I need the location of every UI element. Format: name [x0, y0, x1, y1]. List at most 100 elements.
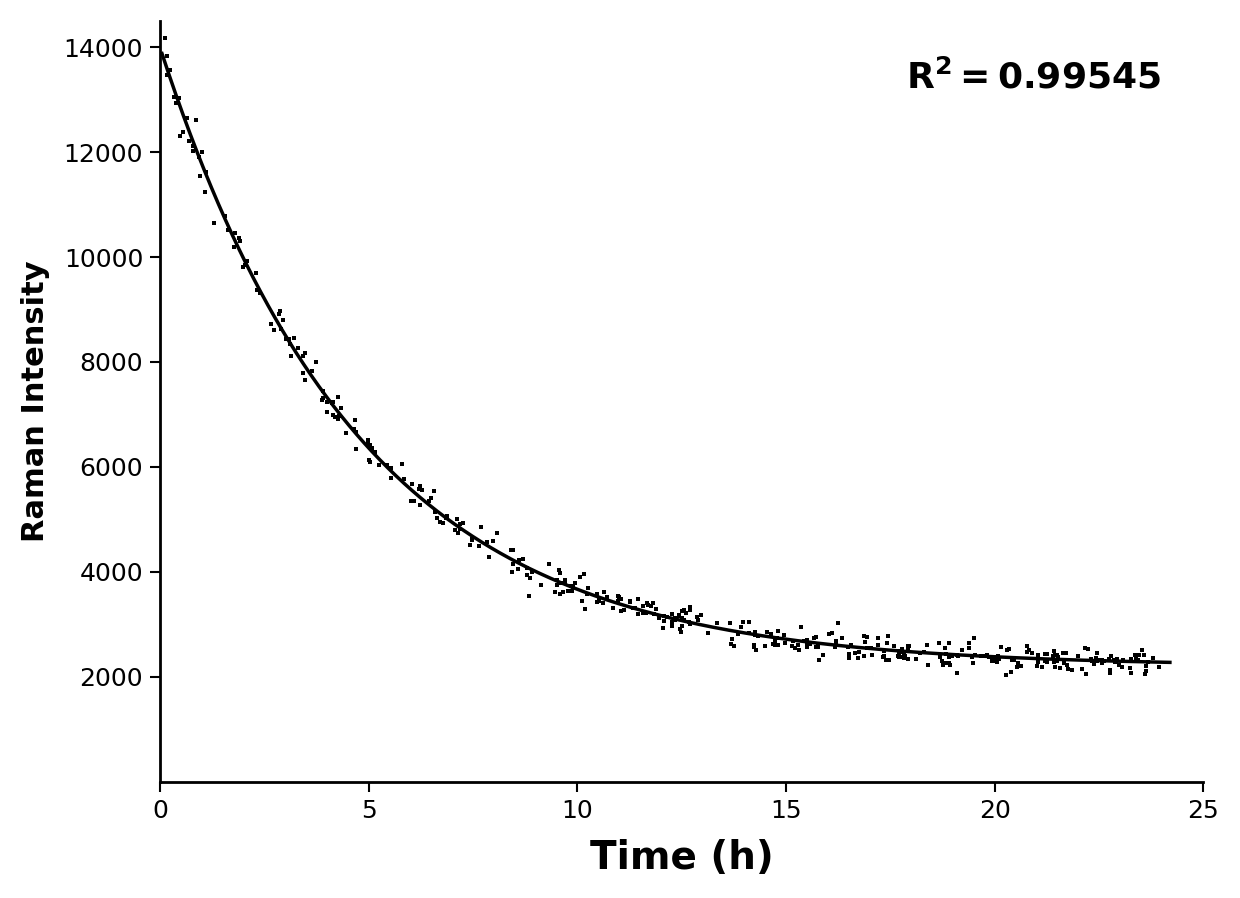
Point [1008, 656, 1028, 670]
Point [680, 600, 699, 614]
Point [898, 638, 918, 653]
Point [673, 603, 693, 617]
Point [280, 337, 300, 351]
Point [670, 609, 689, 623]
Point [608, 589, 627, 603]
Point [782, 634, 802, 648]
Point [324, 394, 343, 409]
Point [575, 602, 595, 616]
Point [435, 511, 455, 525]
Point [671, 624, 691, 638]
Point [577, 587, 596, 602]
Point [560, 579, 580, 594]
Point [952, 643, 972, 657]
Point [578, 581, 598, 595]
Point [905, 652, 925, 666]
Point [892, 642, 911, 656]
Point [427, 511, 446, 525]
Point [295, 346, 315, 360]
Point [438, 508, 458, 523]
Point [184, 144, 203, 158]
Point [1105, 656, 1125, 670]
Point [707, 616, 727, 630]
Point [1048, 650, 1068, 665]
Point [797, 639, 817, 654]
Point [1091, 653, 1111, 667]
Point [166, 96, 186, 110]
X-axis label: Time (h): Time (h) [590, 839, 774, 877]
Point [381, 461, 401, 475]
Point [942, 649, 962, 664]
Point [982, 654, 1002, 668]
Point [556, 573, 575, 587]
Point [797, 633, 817, 647]
Point [316, 394, 336, 409]
Point [558, 584, 578, 598]
Point [846, 646, 866, 660]
Point [946, 666, 966, 681]
Point [234, 258, 254, 272]
Point [272, 322, 291, 337]
Point [1106, 654, 1126, 668]
Point [420, 491, 440, 506]
Point [1050, 661, 1070, 675]
Point [620, 594, 640, 609]
Point [878, 629, 898, 643]
Point [1004, 653, 1024, 667]
Point [521, 570, 541, 585]
Point [345, 413, 365, 427]
Point [662, 606, 682, 621]
Point [1092, 656, 1112, 671]
Point [284, 330, 304, 345]
Point [1001, 665, 1021, 679]
Point [763, 637, 782, 651]
Point [288, 341, 308, 356]
Point [450, 516, 470, 531]
Point [544, 585, 564, 599]
Point [1032, 660, 1052, 674]
Point [832, 630, 852, 645]
Point [934, 658, 954, 673]
Point [172, 125, 192, 139]
Point [192, 145, 212, 159]
Point [377, 458, 397, 472]
Point [1027, 659, 1047, 674]
Point [1053, 646, 1073, 660]
Point [1019, 642, 1039, 656]
Point [672, 604, 692, 619]
Point [1121, 666, 1141, 681]
Point [393, 457, 413, 471]
Point [317, 405, 337, 419]
Point [203, 216, 223, 231]
Point [295, 373, 315, 387]
Point [637, 595, 657, 610]
Point [1017, 645, 1037, 659]
Point [997, 643, 1017, 657]
Point [822, 626, 842, 640]
Point [563, 579, 583, 594]
Point [412, 482, 432, 497]
Point [857, 630, 877, 645]
Point [463, 533, 482, 548]
Point [854, 629, 874, 643]
Point [487, 526, 507, 541]
Point [589, 592, 609, 606]
Point [346, 426, 366, 440]
Point [336, 426, 356, 440]
Point [1101, 648, 1121, 663]
Point [918, 638, 937, 653]
Point [774, 628, 794, 642]
Point [430, 515, 450, 529]
Point [987, 655, 1007, 669]
Point [854, 634, 874, 648]
Point [450, 522, 470, 536]
Point [1128, 653, 1148, 667]
Point [849, 645, 869, 659]
Point [233, 260, 253, 274]
Point [688, 612, 708, 627]
Point [589, 594, 609, 608]
Point [1011, 658, 1030, 673]
Point [739, 626, 759, 640]
Point [768, 638, 787, 653]
Point [588, 594, 608, 609]
